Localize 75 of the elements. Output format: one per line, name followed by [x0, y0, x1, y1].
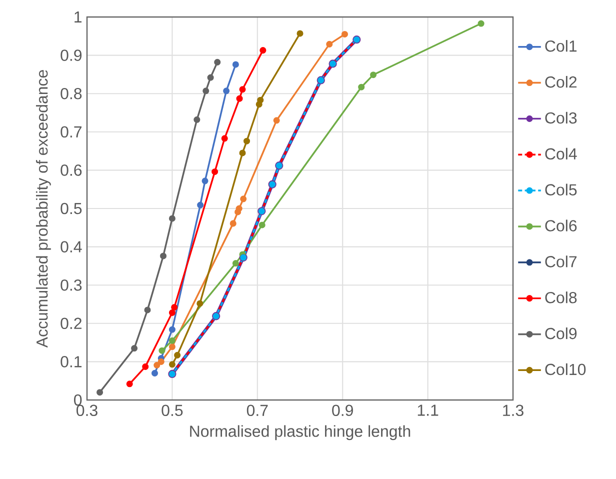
legend-label: Col8 — [545, 292, 577, 304]
point — [236, 205, 242, 212]
x-axis-title: Normalised plastic hinge length — [190, 425, 410, 440]
y-tick-label: 0.9 — [60, 50, 82, 61]
y-tick-label: 0.2 — [60, 318, 82, 330]
point — [341, 30, 348, 38]
x-tick-label: 1.3 — [503, 404, 524, 416]
point — [154, 362, 160, 368]
point — [202, 178, 208, 184]
point — [144, 306, 151, 314]
point — [158, 358, 164, 365]
y-tick-label: 0.8 — [60, 88, 82, 100]
legend-label: Col6 — [545, 220, 577, 232]
point — [168, 337, 176, 344]
point — [230, 220, 236, 227]
point — [142, 363, 149, 370]
point — [131, 345, 138, 352]
point — [221, 135, 228, 142]
y-tick-label: 0 — [74, 394, 82, 406]
point — [232, 260, 239, 267]
y-tick-label: 0.3 — [60, 279, 82, 291]
point — [232, 61, 239, 68]
legend-label: Col10 — [545, 363, 586, 376]
x-tick-label: 0.5 — [162, 404, 183, 416]
point — [296, 30, 304, 37]
y-tick-label: 0.4 — [60, 241, 82, 252]
legend-label: Col9 — [545, 327, 577, 340]
point — [151, 370, 158, 376]
point — [214, 58, 221, 66]
point — [358, 84, 365, 90]
point — [260, 47, 266, 54]
point — [168, 343, 176, 350]
point — [240, 196, 247, 202]
y-tick-label: 1 — [74, 12, 82, 22]
point — [168, 361, 176, 368]
point — [196, 300, 204, 307]
point — [158, 347, 166, 354]
x-tick-label: 0.7 — [246, 404, 268, 416]
y-axis-title: Accumulated probability of exceedance — [36, 70, 51, 348]
point — [257, 96, 264, 104]
point — [126, 380, 133, 388]
legend-label: Col1 — [545, 40, 577, 52]
x-tick-label: 0.9 — [332, 404, 353, 416]
point — [202, 88, 210, 94]
point — [168, 215, 176, 222]
point — [197, 202, 204, 208]
point — [207, 74, 214, 81]
point — [236, 95, 243, 102]
legend-label: Col2 — [545, 76, 577, 88]
point — [171, 304, 178, 311]
point — [370, 72, 377, 78]
point — [239, 86, 246, 93]
point — [168, 309, 176, 316]
point — [478, 20, 484, 27]
point — [258, 222, 266, 228]
x-tick-label: 1.1 — [418, 404, 438, 416]
legend-label: Col3 — [545, 112, 577, 124]
legend-label: Col4 — [545, 148, 577, 160]
y-tick-label: 0.6 — [60, 164, 82, 176]
point — [273, 117, 280, 124]
point — [223, 88, 230, 94]
point — [212, 168, 218, 175]
point — [326, 40, 333, 48]
point — [239, 150, 246, 156]
point — [96, 389, 104, 396]
point — [174, 352, 181, 358]
legend-label: Col7 — [545, 256, 577, 268]
y-tick-label: 0.7 — [60, 126, 82, 138]
point — [160, 252, 167, 260]
point — [168, 326, 176, 333]
y-tick-label: 0.5 — [60, 202, 82, 214]
legend-label: Col5 — [545, 184, 577, 196]
y-tick-label: 0.1 — [60, 356, 82, 368]
point — [194, 116, 200, 123]
point — [243, 138, 250, 144]
